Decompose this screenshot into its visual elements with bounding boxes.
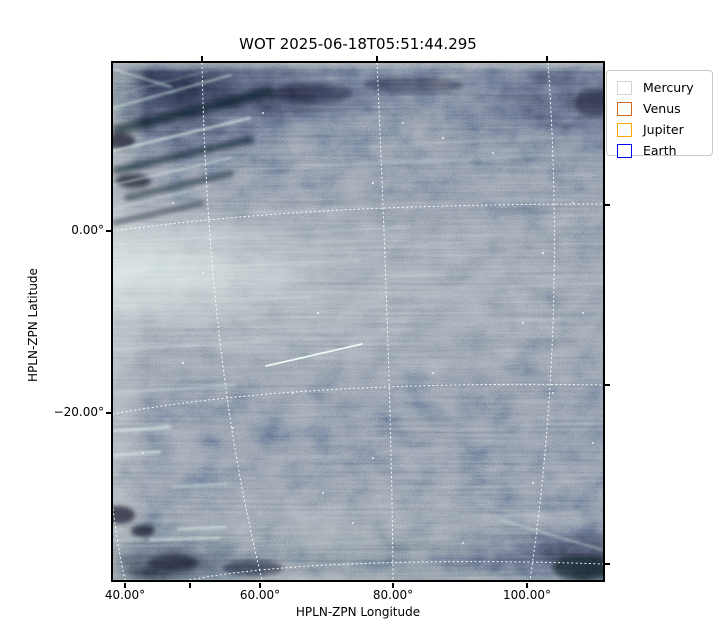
legend-item-venus: Venus	[617, 98, 712, 119]
legend-item-earth: Earth	[617, 140, 712, 161]
xtick-100	[526, 583, 528, 588]
legend-item-jupiter: Jupiter	[617, 119, 712, 140]
mercury-swatch-icon	[617, 80, 632, 95]
xtick-label-100: 100.00°	[503, 588, 551, 602]
ytick-0	[106, 230, 111, 232]
ytick-right-0	[605, 204, 610, 206]
ytick-label-0: 0.00°	[71, 223, 104, 237]
y-axis-label: HPLN-ZPN Latitude	[26, 268, 40, 382]
plot-title: WOT 2025-06-18T05:51:44.295	[239, 35, 477, 53]
bright-streak	[265, 343, 363, 367]
image-overlay-svg	[113, 63, 603, 580]
xtick-top-60	[201, 56, 203, 61]
gridline-lon-100	[529, 63, 555, 580]
gridline-lon-80	[376, 63, 394, 580]
plot-frame	[111, 61, 605, 582]
jupiter-swatch-icon	[617, 122, 632, 137]
dark-bands	[113, 86, 275, 225]
x-axis-label: HPLN-ZPN Longitude	[295, 605, 421, 619]
xtick-label-40: 40.00°	[104, 588, 146, 602]
gridline-lat-neg20	[113, 383, 603, 415]
ytick-right-neg40	[605, 563, 610, 565]
legend-label-venus: Venus	[643, 101, 681, 116]
legend-item-mercury: Mercury	[617, 77, 712, 98]
legend-label-jupiter: Jupiter	[643, 122, 684, 137]
xtick-label-60: 60.00°	[239, 588, 281, 602]
streaks	[113, 68, 603, 561]
ytick-right-neg20	[605, 384, 610, 386]
wcs-grid	[113, 63, 603, 580]
ytick-label-neg20: −20.00°	[53, 405, 104, 419]
xtick-top-100	[546, 56, 548, 61]
xtick-60	[259, 583, 261, 588]
ytick-neg20	[106, 412, 111, 414]
legend: Mercury Venus Jupiter Earth	[606, 70, 713, 158]
xtick-lat	[189, 583, 191, 588]
gridline-lon-40	[113, 507, 126, 580]
venus-swatch-icon	[617, 101, 632, 116]
xtick-80	[392, 583, 394, 588]
stars	[142, 112, 594, 544]
legend-label-earth: Earth	[643, 143, 677, 158]
plot-image	[113, 63, 603, 580]
legend-label-mercury: Mercury	[643, 80, 694, 95]
earth-swatch-icon	[617, 143, 632, 158]
xtick-label-80: 80.00°	[372, 588, 414, 602]
xtick-top-80	[376, 56, 378, 61]
xtick-40	[124, 583, 126, 588]
dark-blobs	[113, 77, 603, 580]
